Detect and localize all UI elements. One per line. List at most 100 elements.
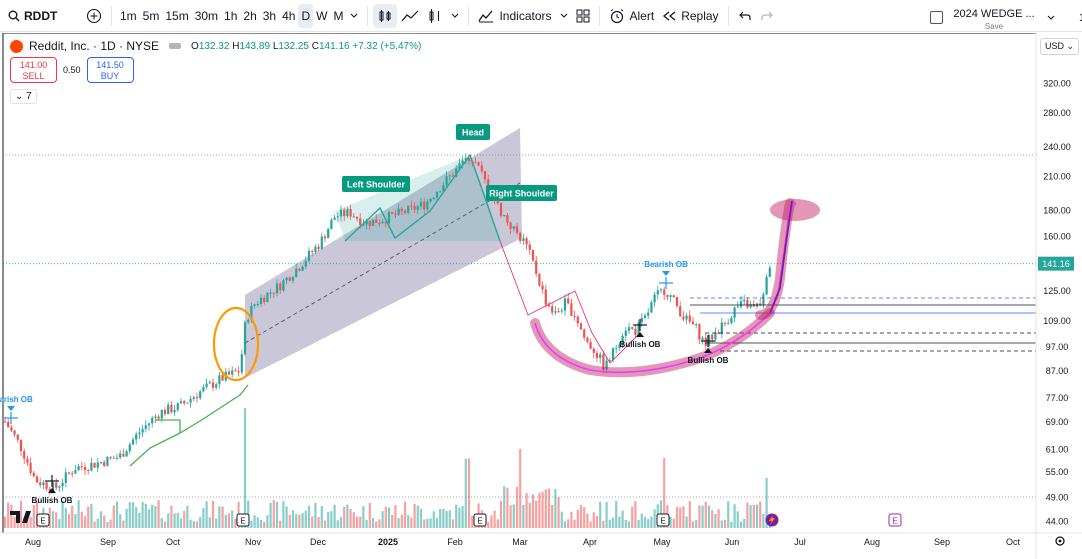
volume-bar <box>58 519 61 528</box>
order-block-marker[interactable]: Bullish OB <box>688 335 729 365</box>
svg-text:E: E <box>477 517 482 526</box>
currency-label: USD <box>1045 41 1065 51</box>
layout-switcher[interactable]: 2024 WEDGE ... Save 1 <box>930 4 1082 31</box>
candle-body <box>695 324 698 326</box>
svg-text:E: E <box>240 517 245 526</box>
volume-bar <box>391 514 394 528</box>
projection-line[interactable] <box>769 200 793 314</box>
candle-body <box>586 337 589 342</box>
upcoming-event-marker[interactable]: E <box>888 513 902 527</box>
rising-wedge-shape[interactable] <box>245 128 522 378</box>
timeframe-3h[interactable]: 3h <box>262 8 277 23</box>
candle-body <box>519 232 522 242</box>
timeframe-15m[interactable]: 15m <box>165 8 189 23</box>
layouts-button[interactable] <box>572 4 594 28</box>
candle-body <box>138 432 141 435</box>
timeframe-dropdown[interactable] <box>346 4 362 28</box>
volume-bar <box>29 516 32 528</box>
target-zone[interactable] <box>770 199 820 221</box>
timeframe-w[interactable]: W <box>316 8 328 23</box>
replay-button[interactable]: Replay <box>658 4 722 28</box>
line-chart-button[interactable] <box>397 4 423 28</box>
sell-button[interactable]: 141.00 SELL <box>10 57 57 83</box>
currency-button[interactable]: USD ⌄ <box>1040 38 1080 55</box>
orange-highlight-circle[interactable] <box>212 306 260 382</box>
timeframe-d[interactable]: D <box>298 3 314 28</box>
candle-body <box>730 317 733 324</box>
timeframe-2h[interactable]: 2h <box>243 8 257 23</box>
bar-chart-button[interactable] <box>423 4 447 28</box>
volume-bar <box>327 512 330 528</box>
candle-body <box>234 370 237 372</box>
order-block-marker[interactable]: Bearish OB <box>0 395 33 424</box>
chevron-down-icon[interactable] <box>1047 15 1055 21</box>
head-shoulders-outline[interactable] <box>344 153 501 242</box>
layout-checkbox[interactable] <box>930 11 943 24</box>
candle-body <box>720 322 723 335</box>
buy-button[interactable]: 141.50 BUY <box>86 57 134 83</box>
volume-bar <box>602 520 605 528</box>
toolbar-divider <box>111 5 112 26</box>
earnings-marker[interactable]: E <box>473 513 487 527</box>
volume-bar <box>323 520 327 528</box>
candles-button[interactable] <box>373 3 398 28</box>
indicators-button[interactable]: Indicators <box>474 4 555 28</box>
earnings-marker[interactable]: E <box>36 513 50 527</box>
chevron-down-icon: ⌄ <box>1066 41 1075 51</box>
candle-body <box>426 201 429 210</box>
timeframe-30m[interactable]: 30m <box>194 8 219 23</box>
volume-bar <box>13 516 16 528</box>
order-block-marker[interactable]: Bullish OB <box>32 475 73 505</box>
timeframe-5m[interactable]: 5m <box>142 8 160 23</box>
layout-title-block[interactable]: 2024 WEDGE ... Save <box>949 4 1039 32</box>
volume-bar <box>304 510 307 528</box>
volume-bar <box>589 521 592 528</box>
head-label[interactable]: Head <box>456 124 490 140</box>
visibility-toggle[interactable] <box>169 43 182 49</box>
candle-body <box>263 297 266 303</box>
timeframe-m[interactable]: M <box>333 8 344 23</box>
time-axis[interactable]: Aug Sep Oct Nov Dec 2025 Feb Mar Apr May Jun Jul Aug… <box>0 532 1082 547</box>
alert-button[interactable]: Alert <box>605 4 659 28</box>
volume-bar <box>186 505 189 528</box>
order-block-marker[interactable]: Bullish OB <box>620 319 661 349</box>
alerts-count[interactable]: 1 <box>1079 12 1082 24</box>
right-shoulder-label[interactable]: Right Shoulder <box>486 185 557 201</box>
left-shoulder-label[interactable]: Left Shoulder <box>342 176 410 192</box>
redo-button[interactable] <box>756 4 778 28</box>
order-block-marker[interactable]: Bearish OB <box>644 260 688 289</box>
indicators-collapse-button[interactable]: ⌄ 7 <box>10 89 37 104</box>
candle-body <box>112 457 115 459</box>
trendline-green[interactable] <box>129 384 249 467</box>
trendline-green[interactable] <box>155 419 181 433</box>
timeframe-4h[interactable]: 4h <box>282 8 296 23</box>
price-tick-label: 55.00 <box>1046 467 1069 477</box>
candle-body <box>195 397 199 399</box>
candle-body <box>333 217 336 220</box>
volume-bar <box>595 515 599 528</box>
earnings-marker[interactable]: E <box>236 513 250 527</box>
compare-button[interactable] <box>82 4 106 28</box>
price-axis[interactable]: 320.00 280.00 240.00 210.00 180.00 160.00 141.… <box>1035 33 1074 559</box>
price-chart[interactable]: Bearish OB Bearish OB Bullish OB Bullish OB… <box>0 32 1082 559</box>
volume-bar <box>560 511 563 528</box>
undo-button[interactable] <box>734 4 756 28</box>
chart-pane[interactable]: Bearish OB Bearish OB Bullish OB Bullish OB… <box>0 32 1082 559</box>
volume-bar <box>618 516 621 528</box>
volume-bar <box>381 511 384 528</box>
price-tick-label: 97.00 <box>1046 342 1069 352</box>
volume-bar <box>243 408 247 528</box>
dividend-lightning-icon[interactable] <box>765 513 779 527</box>
candle-body <box>576 316 579 324</box>
symbol-search[interactable]: RDDT <box>0 4 82 28</box>
indicators-dropdown[interactable] <box>556 4 572 28</box>
gear-icon[interactable] <box>1055 536 1065 546</box>
candle-body <box>61 482 64 487</box>
cup-curve[interactable] <box>534 312 771 374</box>
candle-body <box>307 250 311 261</box>
chart-type-dropdown[interactable] <box>447 4 463 28</box>
timeframe-1h[interactable]: 1h <box>224 8 238 23</box>
candle-body <box>435 191 439 198</box>
timeframe-1m[interactable]: 1m <box>120 8 137 23</box>
earnings-marker[interactable]: E <box>656 513 670 527</box>
